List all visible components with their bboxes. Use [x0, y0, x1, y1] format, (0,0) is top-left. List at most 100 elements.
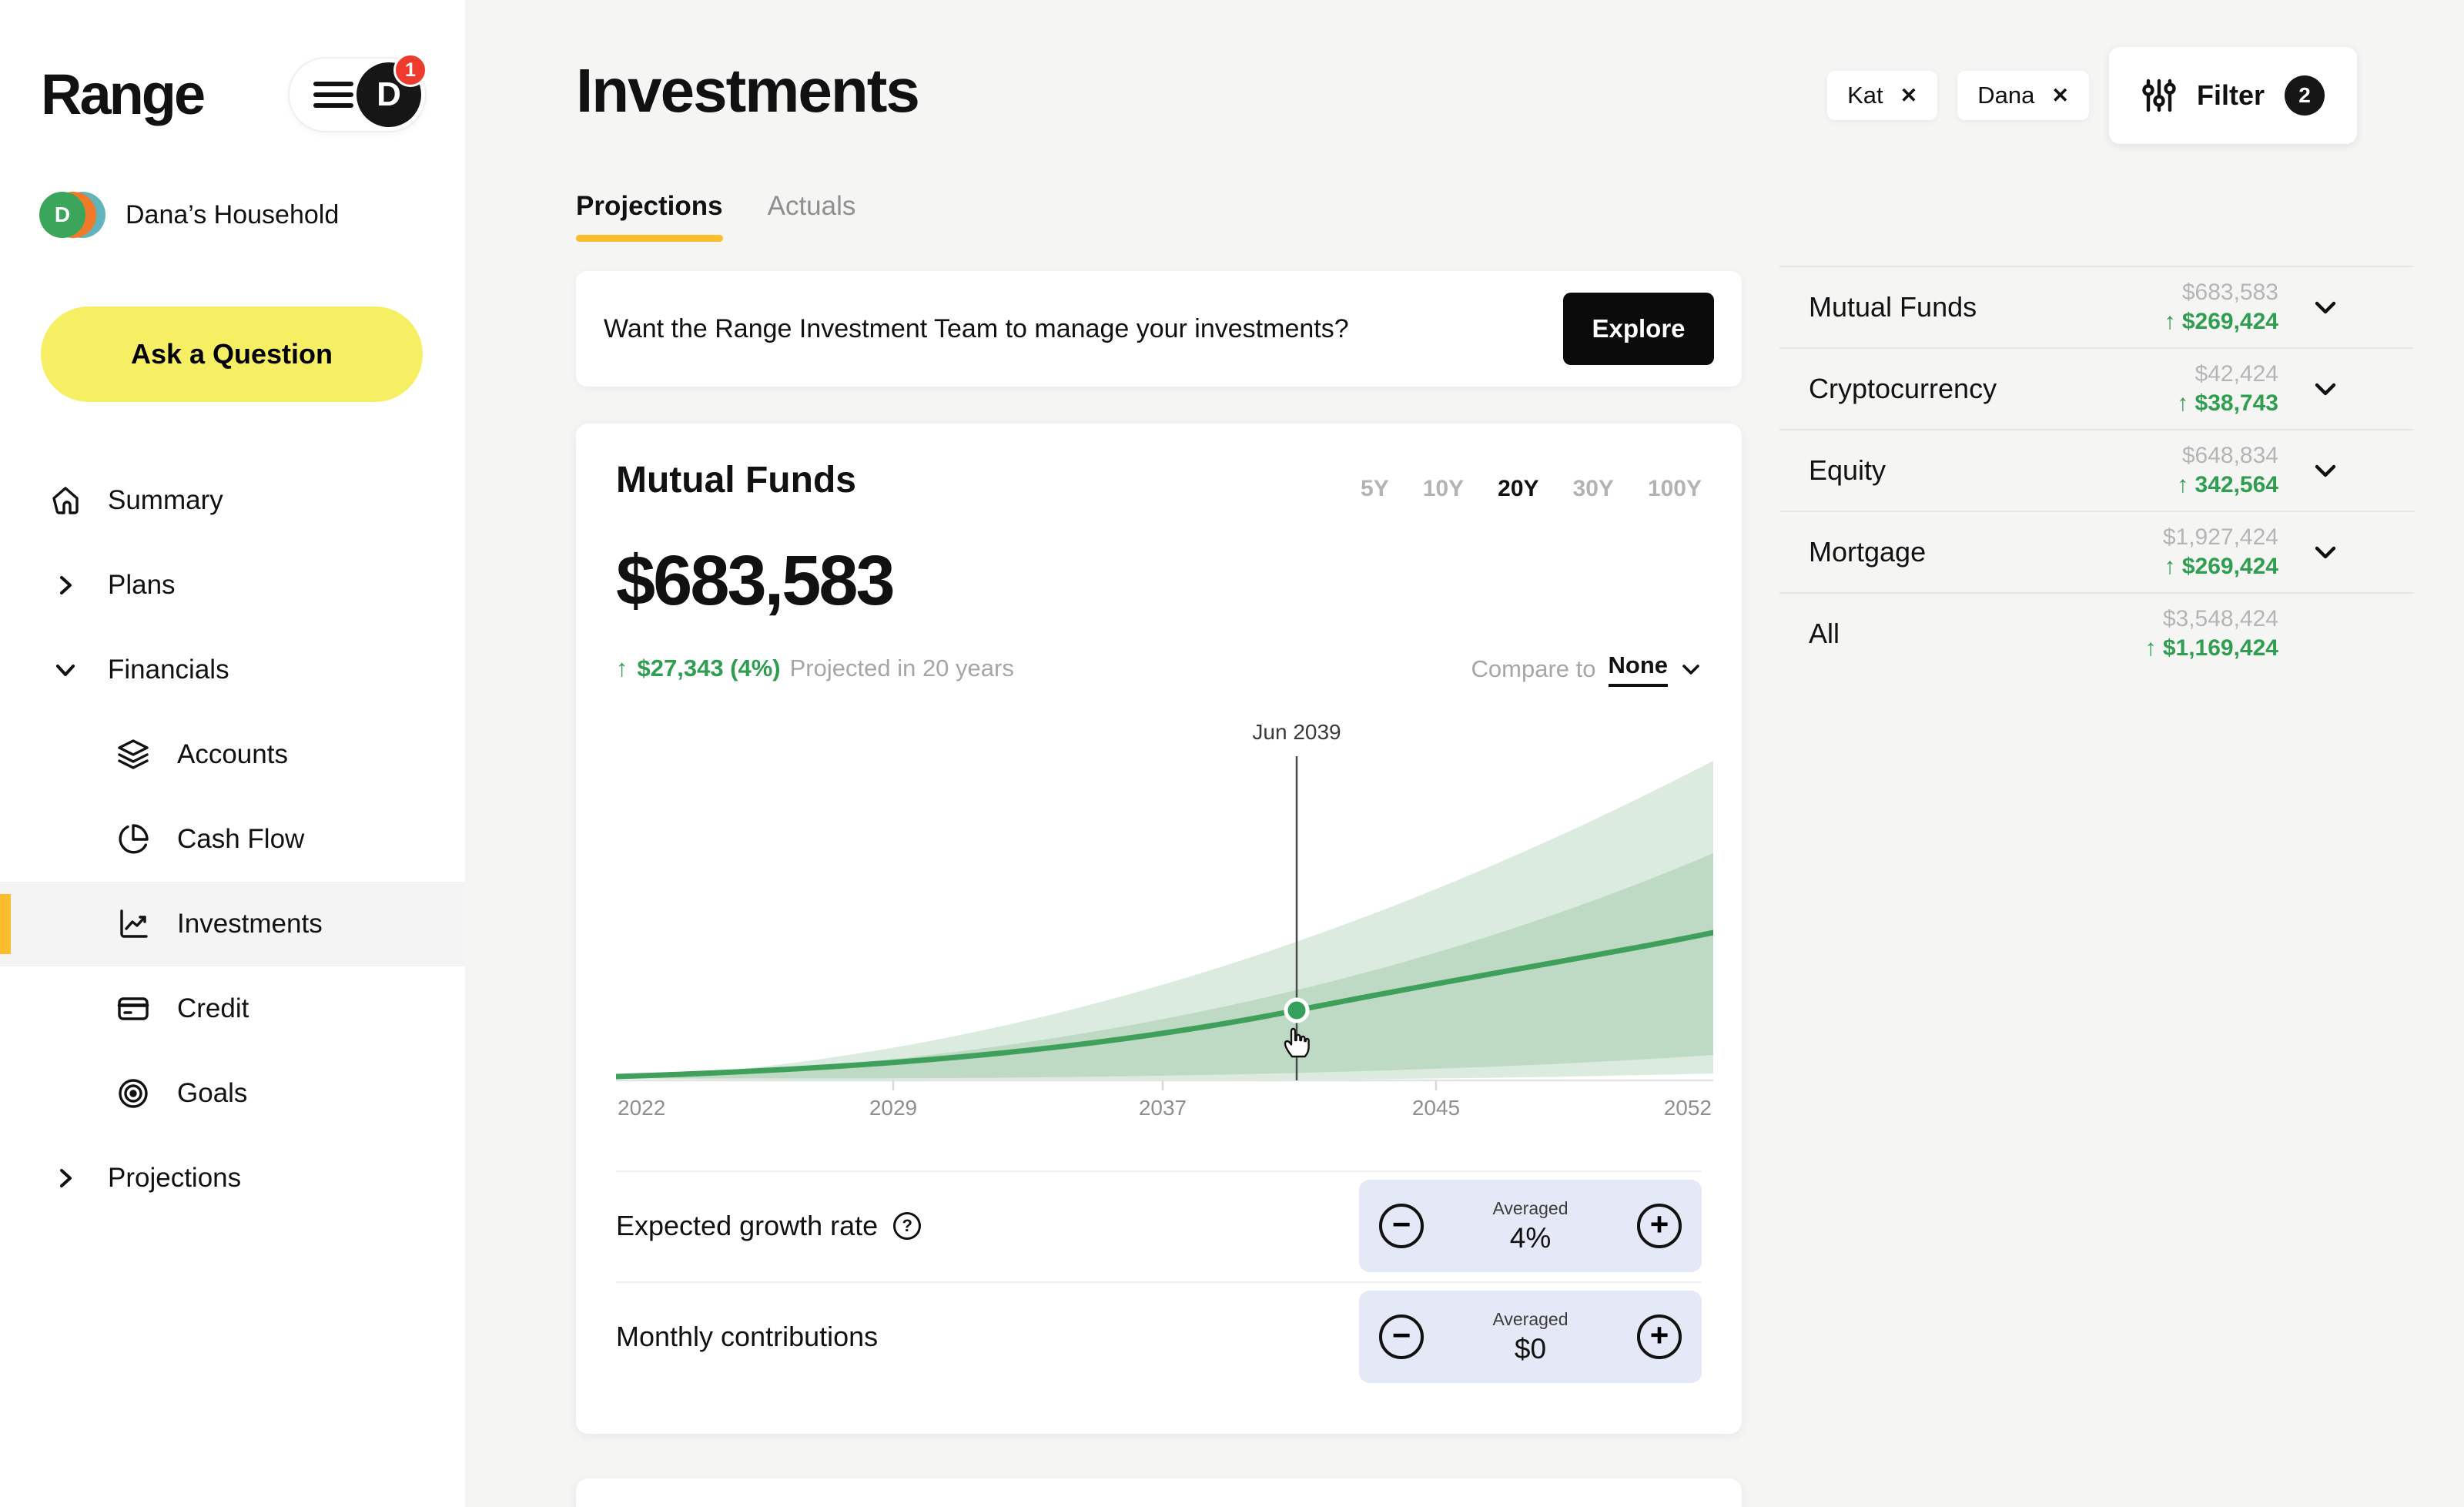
notification-badge: 1 — [393, 53, 427, 87]
growth-rate-row: Expected growth rate ? − Averaged 4% + — [616, 1178, 1702, 1274]
asset-change: ↑ $38,743 — [2177, 390, 2278, 416]
sidebar-item-label: Cash Flow — [177, 824, 305, 854]
card-title: Mutual Funds — [616, 460, 856, 501]
sidebar-item-label: Plans — [108, 570, 176, 600]
increase-button[interactable]: + — [1637, 1204, 1682, 1248]
mutual-funds-card: Mutual Funds 5Y 10Y 20Y 30Y 100Y $683,58… — [576, 424, 1742, 1434]
filter-count-badge: 2 — [2285, 75, 2325, 116]
range-100y[interactable]: 100Y — [1647, 476, 1702, 501]
tab-actuals[interactable]: Actuals — [767, 191, 856, 221]
asset-total: $42,424 — [2194, 361, 2278, 387]
sidebar-item-label: Projections — [108, 1163, 242, 1193]
sidebar-item-financials[interactable]: Financials — [0, 628, 465, 712]
account-menu-button[interactable]: D 1 — [288, 53, 427, 132]
asset-row-mortgage[interactable]: Mortgage $1,927,424 ↑ $269,424 — [1779, 511, 2414, 592]
chevron-down-icon[interactable] — [2312, 457, 2340, 484]
range-5y[interactable]: 5Y — [1361, 476, 1389, 501]
chevron-down-icon — [1680, 658, 1702, 680]
asset-row-equity[interactable]: Equity $648,834 ↑ 342,564 — [1779, 429, 2414, 511]
home-icon — [48, 483, 83, 518]
sidebar-item-plans[interactable]: Plans — [0, 543, 465, 628]
chevron-down-icon[interactable] — [2312, 294, 2340, 320]
sidebar-item-projections[interactable]: Projections — [0, 1136, 465, 1221]
asset-row-cryptocurrency[interactable]: Cryptocurrency $42,424 ↑ $38,743 — [1779, 347, 2414, 429]
x-tick: 2022 — [618, 1096, 665, 1120]
averaged-label: Averaged — [1492, 1308, 1568, 1329]
chevron-right-icon — [48, 1160, 83, 1196]
change-row: ↑ $27,343 (4%) Projected in 20 years — [616, 655, 1014, 682]
household-selector[interactable]: D Dana’s Household — [39, 191, 339, 239]
sidebar-item-summary[interactable]: Summary — [0, 458, 465, 543]
filter-button-label: Filter — [2196, 79, 2265, 111]
range-10y[interactable]: 10Y — [1422, 476, 1465, 501]
compare-dropdown[interactable]: Compare to None — [1471, 651, 1702, 687]
divider — [616, 1281, 1702, 1283]
projected-value: $683,583 — [616, 541, 896, 620]
sidebar-nav: Summary Plans Financials Accounts — [0, 458, 465, 1221]
avatar: D 1 — [357, 53, 427, 127]
hamburger-icon — [313, 80, 354, 109]
asset-total: $683,583 — [2181, 280, 2278, 306]
projection-chart[interactable]: Jun 2039 2022 2029 2037 2045 2052 — [616, 716, 1713, 1124]
divider — [616, 1170, 1702, 1172]
range-30y[interactable]: 30Y — [1572, 476, 1614, 501]
increase-button[interactable]: + — [1637, 1314, 1682, 1359]
contributions-label: Monthly contributions — [616, 1321, 879, 1352]
banner-text: Want the Range Investment Team to manage… — [604, 313, 1349, 343]
asset-list: Mutual Funds $683,583 ↑ $269,424 Cryptoc… — [1779, 266, 2414, 674]
layers-icon — [116, 737, 151, 772]
household-name: Dana’s Household — [126, 199, 340, 229]
chevron-down-icon — [48, 652, 83, 688]
close-icon[interactable]: ✕ — [1900, 83, 1918, 107]
decrease-button[interactable]: − — [1379, 1204, 1424, 1248]
asset-change: ↑ 342,564 — [2177, 472, 2278, 497]
investment-team-banner: Want the Range Investment Team to manage… — [576, 271, 1742, 387]
range-20y[interactable]: 20Y — [1498, 476, 1539, 501]
asset-row-mutual-funds[interactable]: Mutual Funds $683,583 ↑ $269,424 — [1779, 266, 2414, 347]
sidebar-item-cash-flow[interactable]: Cash Flow — [0, 797, 465, 882]
growth-rate-stepper: − Averaged 4% + — [1359, 1180, 1702, 1272]
sidebar-item-credit[interactable]: Credit — [0, 966, 465, 1051]
asset-change: ↑ $269,424 — [2164, 554, 2278, 579]
filter-chip-dana[interactable]: Dana ✕ — [1957, 71, 2089, 120]
asset-change: ↑ $269,424 — [2164, 309, 2278, 334]
line-chart-icon — [116, 906, 151, 942]
asset-change: ↑ $1,169,424 — [2144, 635, 2279, 661]
asset-total: $648,834 — [2181, 443, 2278, 469]
marker-label: Jun 2039 — [1252, 720, 1341, 744]
sidebar-item-accounts[interactable]: Accounts — [0, 712, 465, 797]
contributions-value: $0 — [1514, 1332, 1547, 1365]
filter-chip-kat[interactable]: Kat ✕ — [1827, 71, 1938, 120]
page-title: Investments — [576, 56, 920, 125]
chip-label: Dana — [1977, 82, 2035, 109]
active-indicator — [0, 894, 11, 954]
median-line — [616, 929, 1713, 1080]
close-icon[interactable]: ✕ — [2051, 83, 2069, 107]
x-tick: 2045 — [1412, 1096, 1460, 1120]
chevron-down-icon[interactable] — [2312, 376, 2340, 402]
sidebar-item-label: Goals — [177, 1078, 248, 1108]
view-tabs: Projections Actuals — [576, 191, 855, 242]
growth-rate-value: 4% — [1509, 1221, 1552, 1254]
x-tick: 2052 — [1664, 1096, 1712, 1120]
credit-card-icon — [116, 991, 151, 1026]
cursor-icon — [1284, 1027, 1310, 1058]
sidebar-item-label: Financials — [108, 655, 229, 685]
ask-question-button[interactable]: Ask a Question — [41, 306, 423, 402]
help-icon[interactable]: ? — [893, 1212, 922, 1240]
change-amount: $27,343 (4%) — [637, 655, 781, 681]
asset-row-all[interactable]: All $3,548,424 ↑ $1,169,424 — [1779, 592, 2414, 674]
explore-button[interactable]: Explore — [1563, 293, 1714, 365]
next-card-partial — [576, 1479, 1742, 1507]
x-tick: 2037 — [1139, 1096, 1187, 1120]
sidebar-item-goals[interactable]: Goals — [0, 1051, 465, 1136]
chevron-down-icon[interactable] — [2312, 539, 2340, 565]
decrease-button[interactable]: − — [1379, 1314, 1424, 1359]
chevron-right-icon — [48, 568, 83, 603]
filter-button[interactable]: Filter 2 — [2108, 47, 2357, 144]
contributions-row: Monthly contributions − Averaged $0 + — [616, 1289, 1702, 1385]
compare-label: Compare to — [1471, 655, 1596, 682]
tab-projections[interactable]: Projections — [576, 191, 723, 242]
household-avatar: D — [39, 191, 105, 239]
sidebar-item-investments[interactable]: Investments — [0, 882, 465, 966]
